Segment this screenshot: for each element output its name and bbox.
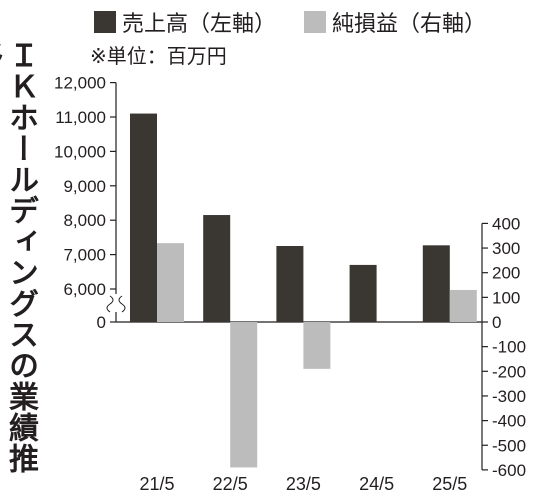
right-tick-label: -300 xyxy=(492,387,526,406)
chart-title: ＩＫホールディングスの業績推移 xyxy=(0,40,38,474)
bar-sales xyxy=(203,215,231,322)
left-tick-label: 10,000 xyxy=(54,142,106,161)
bar-profit xyxy=(449,289,477,322)
bar-profit xyxy=(230,322,258,468)
bar-sales xyxy=(349,264,377,322)
right-tick-label: 0 xyxy=(492,313,501,332)
right-tick-label: 200 xyxy=(492,264,520,283)
left-tick-label: 8,000 xyxy=(63,211,106,230)
category-label: 21/5 xyxy=(139,474,174,494)
left-tick-label: 9,000 xyxy=(63,177,106,196)
legend-swatch-profit xyxy=(304,11,327,33)
right-tick-label: 100 xyxy=(492,288,520,307)
bar-sales xyxy=(422,245,450,322)
bar-sales xyxy=(130,113,157,322)
right-tick-label: -200 xyxy=(492,362,526,381)
bar-profit xyxy=(157,243,184,322)
left-tick-label: 6,000 xyxy=(63,280,106,299)
legend-label-profit: 純損益（右軸） xyxy=(332,12,487,37)
category-label: 25/5 xyxy=(432,474,467,494)
legend-swatch-sales xyxy=(94,11,116,33)
bar-sales xyxy=(276,246,304,322)
right-tick-label: 400 xyxy=(492,214,520,233)
right-tick-label: 300 xyxy=(492,239,520,258)
left-tick-label: 0 xyxy=(97,313,106,332)
left-tick-label: 7,000 xyxy=(63,246,106,265)
left-tick-label: 12,000 xyxy=(54,74,106,93)
left-tick-label: 11,000 xyxy=(55,108,106,127)
right-tick-label: -400 xyxy=(492,412,526,431)
category-label: 23/5 xyxy=(286,474,321,494)
legend: 売上高（左軸） 純損益（右軸） xyxy=(94,6,514,38)
right-tick-label: -500 xyxy=(492,436,526,455)
right-tick-label: -600 xyxy=(492,461,526,480)
right-tick-label: -100 xyxy=(492,338,526,357)
axis-break-mark xyxy=(106,295,126,313)
bar-profit xyxy=(303,322,331,369)
unit-note: ※単位：百万円 xyxy=(90,44,227,68)
category-label: 24/5 xyxy=(359,474,394,494)
legend-label-sales: 売上高（左軸） xyxy=(122,12,277,37)
category-label: 22/5 xyxy=(213,474,248,494)
